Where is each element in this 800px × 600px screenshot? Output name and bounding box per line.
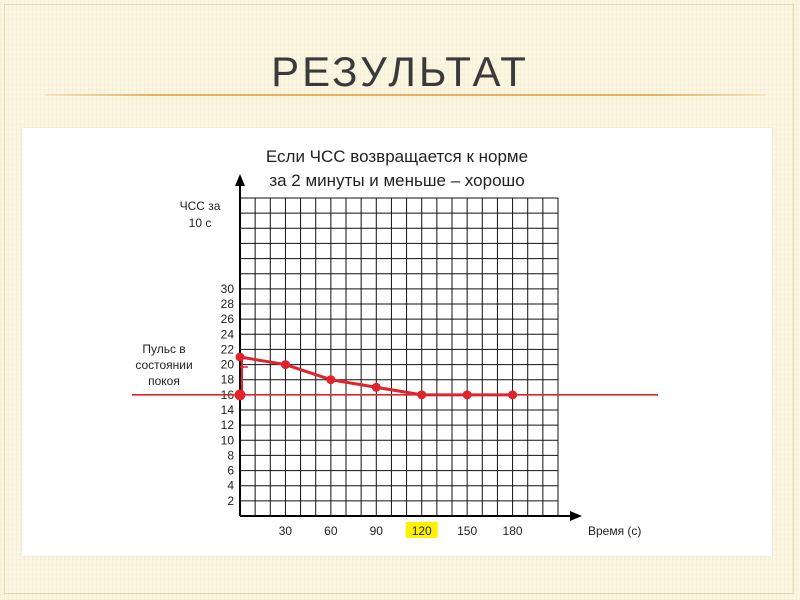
y-tick-label: 12 (221, 418, 235, 432)
y-axis-arrow-icon (235, 174, 245, 186)
y-tick-label: 22 (221, 342, 235, 356)
data-point (326, 375, 336, 385)
chart-axes (235, 174, 582, 521)
y-axis-label-line: ЧСС за (180, 199, 221, 213)
data-point (235, 352, 245, 362)
chart-title-line-1: Если ЧСС возвращается к норме (266, 147, 528, 166)
chart-panel: Если ЧСС возвращается к норме за 2 минут… (22, 128, 772, 556)
y-tick-label: 8 (227, 448, 234, 462)
y-tick-label: 6 (227, 464, 234, 478)
y-tick-label: 28 (221, 297, 235, 311)
x-tick-label: 120 (412, 524, 432, 538)
data-point (462, 390, 472, 400)
heart-rate-chart: Если ЧСС возвращается к норме за 2 минут… (132, 147, 658, 538)
y-tick-label: 20 (221, 358, 235, 372)
chart-grid (239, 197, 559, 517)
y-tick-label: 14 (221, 403, 235, 417)
y-tick-label: 10 (221, 433, 235, 447)
title-underline (45, 94, 765, 96)
y-tick-label: 18 (221, 373, 235, 387)
y-tick-label: 30 (221, 282, 235, 296)
x-tick-label: 180 (503, 524, 523, 538)
data-point (417, 390, 427, 400)
data-point (280, 360, 290, 370)
baseline-marker (234, 389, 246, 401)
slide-title: РЕЗУЛЬТАТ (271, 48, 529, 95)
chart-title-line-2: за 2 минуты и меньше – хорошо (269, 171, 524, 190)
y-tick-label: 26 (221, 312, 235, 326)
resting-pulse-label-line: Пульс в (142, 342, 185, 356)
data-point (508, 390, 518, 400)
resting-pulse-label-line: покоя (148, 374, 180, 388)
y-tick-label: 4 (227, 479, 234, 493)
x-tick-label: 150 (457, 524, 477, 538)
resting-pulse-label-line: состоянии (135, 358, 192, 372)
y-tick-label: 24 (221, 327, 235, 341)
y-axis-label-line: 10 с (189, 216, 212, 230)
x-tick-label: 30 (279, 524, 293, 538)
chart-series (132, 352, 658, 401)
x-tick-highlight (405, 522, 438, 538)
slide-border (4, 4, 794, 594)
y-tick-label: 2 (227, 494, 234, 508)
x-axis-label: Время (с) (588, 524, 641, 538)
x-tick-label: 60 (324, 524, 338, 538)
x-axis-arrow-icon (570, 511, 582, 521)
x-tick-label: 90 (370, 524, 384, 538)
data-point (371, 382, 381, 392)
